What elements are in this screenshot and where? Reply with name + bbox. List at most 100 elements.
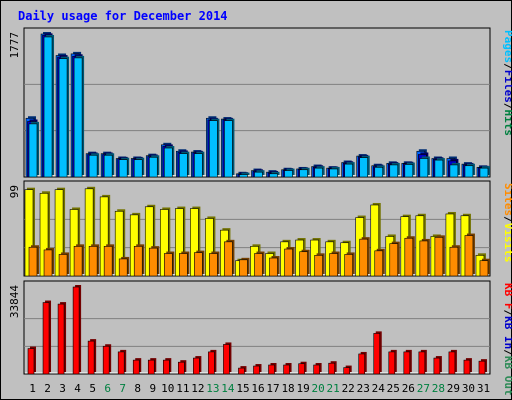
visits-sites-panel-ymax-label: 99 <box>8 185 21 198</box>
bar-pages-day-10 <box>163 146 175 178</box>
bar-sites-day-11 <box>179 251 190 277</box>
bar-kbf-day-4 <box>72 285 82 375</box>
bar-sites-day-22 <box>344 252 355 277</box>
bar-kbf-day-16-face <box>253 365 260 375</box>
kbytes-panel-legend-item: / <box>502 310 512 317</box>
hits-pages-panel-ymax-label: 1777 <box>8 32 21 59</box>
bar-sites-day-5 <box>88 244 100 277</box>
bar-sites-day-18 <box>284 247 295 277</box>
bar-pages-day-21-face <box>329 168 338 178</box>
bar-kbf-day-18-face <box>283 364 290 375</box>
bar-kbf-day-5 <box>87 339 97 375</box>
bar-kbf-day-31-face <box>478 360 486 375</box>
bar-sites-day-25 <box>389 241 400 277</box>
bar-pages-day-30-face <box>464 165 474 178</box>
visits-sites-panel-legend-item: Visits <box>502 223 512 263</box>
bar-kbf-day-14 <box>223 342 232 375</box>
bar-sites-day-27-face <box>419 240 429 277</box>
bar-sites-day-12-face <box>194 252 203 277</box>
bar-kbf-day-10 <box>162 358 172 375</box>
bar-pages-day-25 <box>389 162 400 178</box>
bar-sites-day-6-face <box>103 246 113 277</box>
x-label-day-24: 24 <box>372 382 386 395</box>
bar-kbf-day-11 <box>178 360 187 375</box>
kbytes-panel-plot-area <box>23 280 491 375</box>
bar-pages-day-30 <box>464 163 475 178</box>
bar-sites-day-11-face <box>179 253 188 277</box>
bar-sites-day-3 <box>58 252 70 277</box>
bar-kbf-day-7-face <box>117 351 125 375</box>
kbytes-panel-legend-item: KB In <box>502 316 512 349</box>
bar-pages-day-6-face <box>103 154 113 178</box>
bar-pages-day-4 <box>73 55 85 178</box>
bar-pages-day-3-face <box>58 58 68 178</box>
bar-pages-day-31 <box>479 166 490 178</box>
bar-pages-day-17 <box>269 171 280 178</box>
bar-kbf-day-17-face <box>268 364 275 375</box>
x-axis-labels: 1 2 3 4 5 6 7 8 9 10 11 12 13 14 15 16 17 18 19 20 21 22 23 24 2… <box>29 382 490 395</box>
x-label-day-15: 15 <box>236 382 249 395</box>
bar-kbf-day-21-face <box>328 362 335 375</box>
x-label-day-6: 6 <box>104 382 111 395</box>
x-label-day-30: 30 <box>462 382 475 395</box>
bar-pages-day-12 <box>194 151 205 178</box>
bar-pages-day-12-face <box>194 153 203 178</box>
bar-kbf-day-14-face <box>223 344 230 375</box>
bar-kbf-day-1 <box>27 346 36 375</box>
bar-sites-day-4-face <box>73 246 83 277</box>
kbytes-panel-legend-item: KB F <box>502 283 512 310</box>
bar-sites-day-17-face <box>269 257 278 277</box>
bar-kbf-day-28-face <box>433 357 441 375</box>
bar-sites-day-15-face <box>239 259 248 277</box>
x-label-day-21: 21 <box>327 382 340 395</box>
x-label-day-16: 16 <box>251 382 264 395</box>
bar-sites-day-28-face <box>434 237 444 277</box>
visits-sites-panel: 99 Sites/Visits <box>8 180 512 277</box>
bar-sites-day-21 <box>329 251 340 277</box>
bar-sites-day-18-face <box>284 248 293 277</box>
bar-sites-day-8 <box>133 244 145 277</box>
bar-sites-day-9-face <box>148 247 158 277</box>
bar-kbf-day-17 <box>268 363 277 375</box>
bar-kbf-day-24 <box>373 331 382 375</box>
hits-pages-panel-legend-item: Files <box>502 70 512 103</box>
bar-sites-day-6 <box>103 244 115 277</box>
x-label-day-5: 5 <box>89 382 96 395</box>
bar-kbf-day-13 <box>208 349 217 375</box>
bar-pages-day-10-face <box>163 147 173 178</box>
bar-kbf-day-15-face <box>238 367 245 375</box>
bar-kbf-day-24-face <box>373 333 381 375</box>
bar-pages-day-23 <box>359 155 370 178</box>
bar-sites-day-20 <box>314 253 325 277</box>
bar-kbf-day-9 <box>147 358 157 375</box>
bar-pages-day-17-shadow <box>271 171 280 175</box>
bar-sites-day-13-face <box>209 253 218 277</box>
bar-pages-day-9 <box>148 155 160 178</box>
bar-kbf-day-28 <box>433 356 442 375</box>
bar-pages-day-28 <box>434 158 445 178</box>
bar-kbf-day-1-face <box>27 348 35 375</box>
bar-kbf-day-25-face <box>388 351 396 375</box>
bar-sites-day-5-face <box>88 246 98 277</box>
bar-sites-day-31-face <box>479 260 489 277</box>
bar-kbf-day-12 <box>193 356 202 375</box>
bar-pages-day-11 <box>179 151 190 178</box>
bar-sites-day-19 <box>299 249 310 277</box>
bar-sites-day-12 <box>194 250 205 277</box>
bar-pages-day-5-face <box>88 154 98 178</box>
bar-sites-day-30-face <box>464 235 474 277</box>
x-label-day-8: 8 <box>134 382 141 395</box>
bar-sites-day-21-face <box>329 253 338 277</box>
bar-pages-day-26 <box>404 162 415 178</box>
bar-sites-day-24 <box>374 248 385 277</box>
bar-pages-day-3 <box>58 56 70 178</box>
x-label-day-23: 23 <box>357 382 370 395</box>
kbytes-panel-legend-item: / <box>502 349 512 356</box>
bar-pages-day-24-face <box>374 167 384 178</box>
bar-pages-day-22-face <box>344 163 353 178</box>
x-label-day-2: 2 <box>44 382 51 395</box>
x-label-day-3: 3 <box>59 382 66 395</box>
bar-kbf-day-22-face <box>343 367 350 375</box>
